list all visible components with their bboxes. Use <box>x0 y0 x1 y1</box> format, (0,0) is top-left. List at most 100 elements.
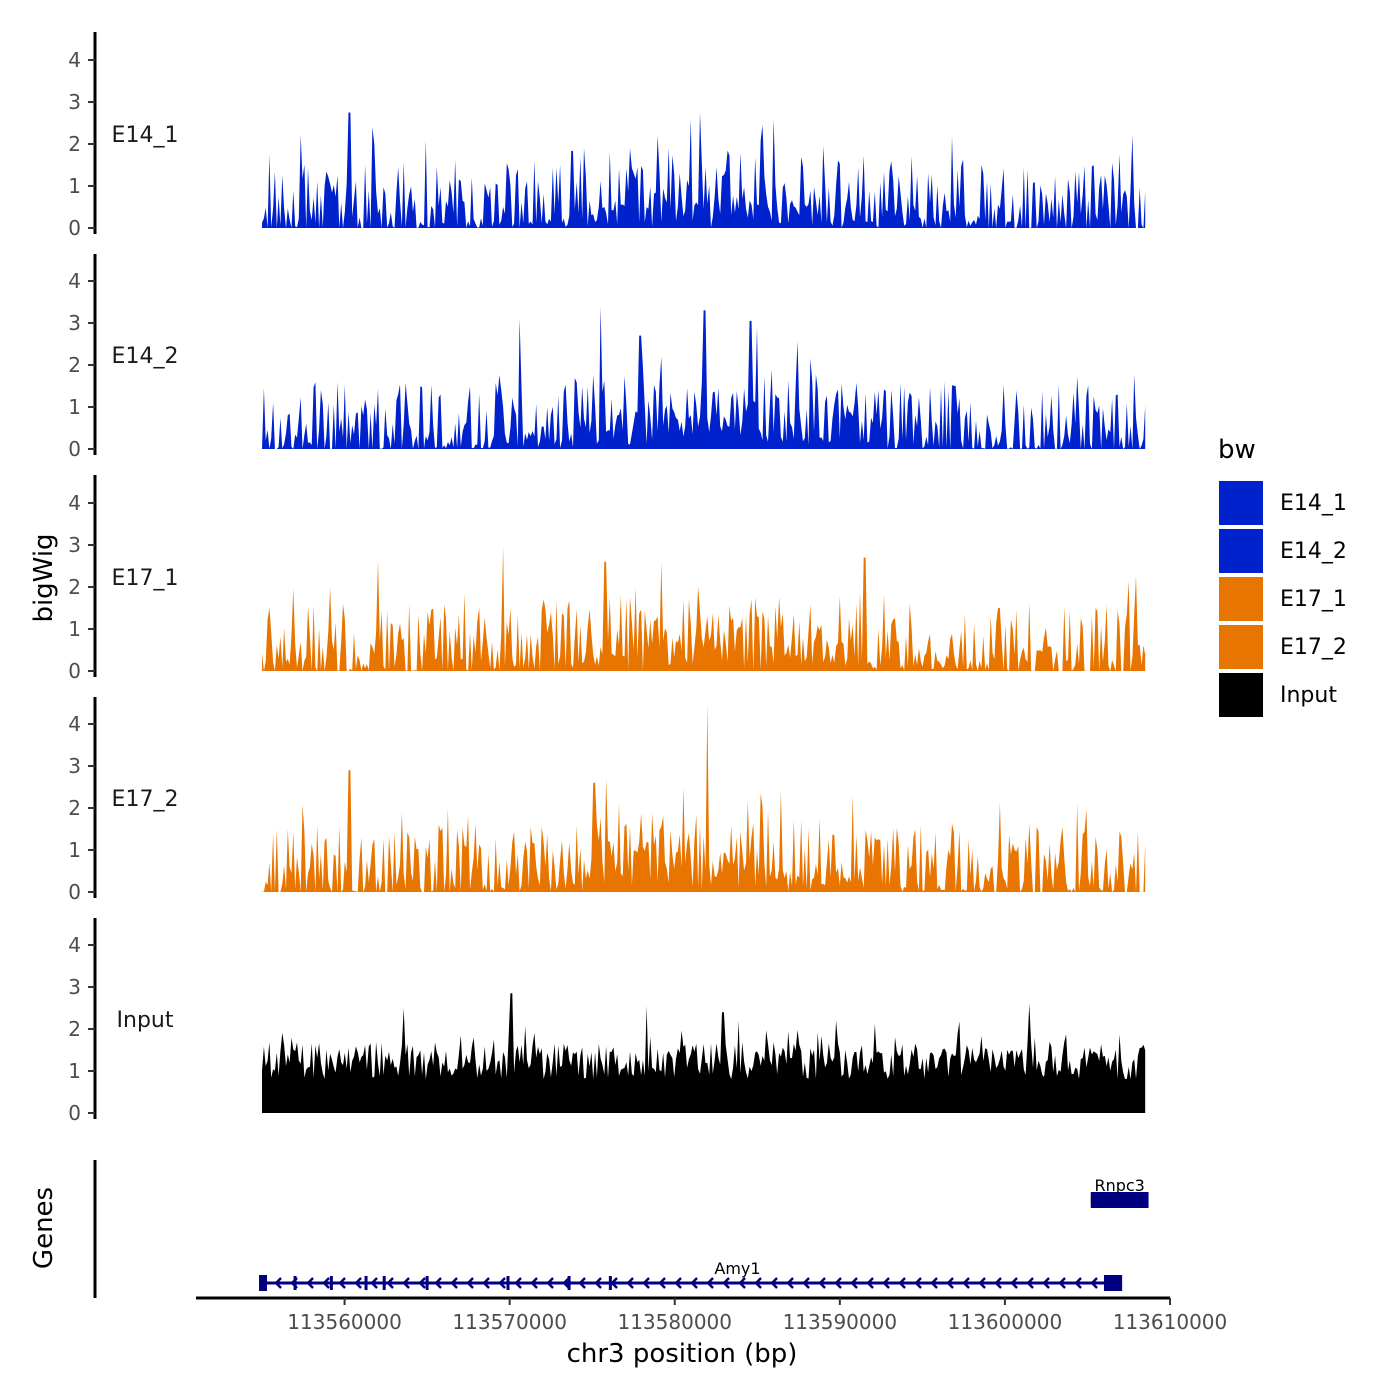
strand-arrow <box>450 1277 458 1289</box>
track-Input: 0 1 2 3 4 Input <box>68 918 1146 1125</box>
strand-arrow <box>402 1277 410 1289</box>
signal-area-E14_2 <box>262 306 1146 449</box>
legend-swatch <box>1217 575 1265 623</box>
y-tick-label: 3 <box>68 754 81 778</box>
legend-title: bw <box>1218 435 1256 465</box>
y-axis-title: bigWig <box>29 533 59 622</box>
legend-swatch <box>1217 671 1265 719</box>
gene-Rnpc3: Rnpc3 <box>1090 1176 1149 1208</box>
y-tick-label: 2 <box>68 575 81 599</box>
gene-exon <box>1090 1192 1149 1208</box>
strand-arrow <box>1010 1277 1018 1289</box>
strand-arrow <box>994 1277 1002 1289</box>
legend-label: E14_1 <box>1280 491 1347 516</box>
track-label: Input <box>117 1008 174 1033</box>
strand-arrow <box>434 1277 442 1289</box>
gene-exon <box>329 1276 333 1290</box>
gene-exon <box>567 1276 571 1290</box>
x-tick-label: 113580000 <box>617 1310 732 1334</box>
y-tick-label: 3 <box>68 975 81 999</box>
strand-arrow <box>786 1277 794 1289</box>
x-tick-label: 113560000 <box>287 1310 402 1334</box>
track-E17_1: 0 1 2 3 4 E17_1 <box>68 475 1146 683</box>
strand-arrow <box>834 1277 842 1289</box>
y-tick-label: 4 <box>68 933 81 957</box>
legend-item-E14_1: E14_1 <box>1217 479 1347 527</box>
y-tick-label: 2 <box>68 1017 81 1041</box>
legend-swatch <box>1217 623 1265 671</box>
strand-arrow <box>642 1277 650 1289</box>
track-label: E14_1 <box>112 123 179 148</box>
strand-arrow <box>882 1277 890 1289</box>
y-tick-label: 0 <box>68 437 81 461</box>
tracks-layer: 0 1 2 3 4 E14_1 0 1 2 3 4 E14_2 0 1 2 3 4 E17_1 0 1 2 3 4 E17_2… <box>68 32 1146 1125</box>
y-tick-label: 0 <box>68 216 81 240</box>
gene-exon <box>293 1276 297 1290</box>
strand-arrow <box>482 1277 490 1289</box>
y-tick-label: 0 <box>68 1101 81 1125</box>
gene-exon <box>364 1276 368 1290</box>
strand-arrow <box>802 1277 810 1289</box>
strand-arrow <box>1026 1277 1034 1289</box>
strand-arrow <box>418 1277 426 1289</box>
y-tick-label: 1 <box>68 838 81 862</box>
x-tick-label: 113590000 <box>783 1310 898 1334</box>
y-tick-label: 4 <box>68 269 81 293</box>
strand-arrow <box>370 1277 378 1289</box>
strand-arrow <box>322 1277 330 1289</box>
strand-arrow <box>818 1277 826 1289</box>
strand-arrow <box>898 1277 906 1289</box>
legend-item-E17_1: E17_1 <box>1217 575 1347 623</box>
x-axis-title: chr3 position (bp) <box>567 1339 798 1369</box>
y-tick-label: 0 <box>68 659 81 683</box>
legend: bw E14_1 E14_2 E17_1 E17_2 Input <box>1217 435 1347 719</box>
signal-area-E17_1 <box>262 547 1146 671</box>
strand-arrow <box>514 1277 522 1289</box>
strand-arrow <box>1090 1277 1098 1289</box>
legend-swatch <box>1217 479 1265 527</box>
track-label: E14_2 <box>112 344 179 369</box>
x-axis: 113560000 113570000 113580000 113590000 1136… <box>196 1296 1227 1334</box>
gene-exon <box>425 1276 429 1290</box>
track-E14_1: 0 1 2 3 4 E14_1 <box>68 32 1146 240</box>
y-tick-label: 3 <box>68 533 81 557</box>
strand-arrow <box>738 1277 746 1289</box>
legend-item-E17_2: E17_2 <box>1217 623 1347 671</box>
strand-arrow <box>914 1277 922 1289</box>
strand-arrow <box>594 1277 602 1289</box>
strand-arrow <box>962 1277 970 1289</box>
y-tick-label: 2 <box>68 796 81 820</box>
legend-label: Input <box>1280 683 1337 708</box>
y-tick-label: 2 <box>68 353 81 377</box>
y-tick-label: 3 <box>68 311 81 335</box>
strand-arrow <box>706 1277 714 1289</box>
track-label: E17_2 <box>112 787 179 812</box>
track-E14_2: 0 1 2 3 4 E14_2 <box>68 254 1146 461</box>
strand-arrow <box>866 1277 874 1289</box>
strand-arrow <box>578 1277 586 1289</box>
strand-arrow <box>850 1277 858 1289</box>
gene-label: Rnpc3 <box>1094 1176 1144 1195</box>
y-tick-label: 1 <box>68 1059 81 1083</box>
legend-label: E17_1 <box>1280 587 1347 612</box>
strand-arrow <box>354 1277 362 1289</box>
track-E17_2: 0 1 2 3 4 E17_2 <box>68 697 1146 904</box>
gene-exon <box>259 1275 268 1291</box>
legend-item-Input: Input <box>1217 671 1337 719</box>
y-tick-label: 2 <box>68 132 81 156</box>
y-tick-label: 0 <box>68 880 81 904</box>
strand-arrow <box>386 1277 394 1289</box>
strand-arrow <box>770 1277 778 1289</box>
y-tick-label: 1 <box>68 174 81 198</box>
legend-item-E14_2: E14_2 <box>1217 527 1347 575</box>
x-tick-label: 113600000 <box>948 1310 1063 1334</box>
signal-area-Input <box>262 993 1146 1113</box>
strand-arrow <box>306 1277 314 1289</box>
strand-arrow <box>626 1277 634 1289</box>
gene-label: Amy1 <box>714 1259 760 1278</box>
signal-area-E17_2 <box>262 703 1146 892</box>
y-tick-label: 4 <box>68 491 81 515</box>
y-tick-label: 1 <box>68 617 81 641</box>
